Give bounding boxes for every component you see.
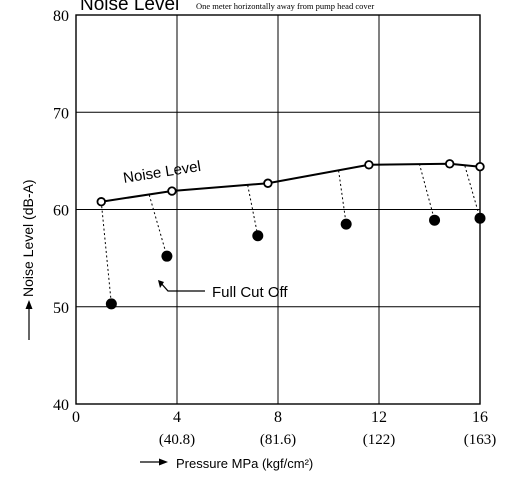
full-cut-off-annotation: Full Cut Off [212, 284, 288, 301]
plot-frame [75, 14, 481, 405]
noise-level-point [96, 197, 106, 207]
connector-line [418, 163, 436, 221]
series-layer [96, 159, 486, 310]
chart-subtitle: One meter horizontally away from pump he… [196, 1, 374, 11]
y-tick-label: 40 [53, 397, 69, 414]
grid-lines [76, 15, 480, 404]
x-tick-label: 16 [472, 409, 488, 426]
noise-level-annotation: Noise Level [122, 158, 202, 187]
y-tick-label: 80 [53, 8, 69, 25]
y-tick-label: 60 [53, 203, 69, 220]
x-tick-label: 12 [371, 409, 387, 426]
x-tick-sublabel: (40.8) [159, 432, 195, 448]
x-axis-title: Pressure MPa (kgf/cm²) [140, 456, 313, 471]
x-axis-label: Pressure MPa (kgf/cm²) [176, 456, 313, 471]
y-axis-label: Noise Level (dB-A) [20, 180, 36, 298]
x-tick-label: 0 [72, 409, 80, 426]
full-cut-off-point [429, 214, 441, 226]
y-axis-title: Noise Level (dB-A) [20, 180, 36, 340]
noise-level-point [364, 160, 374, 170]
full-cut-off-point [474, 212, 486, 224]
tick-labels: 40 50 60 70 80 0 4 (40.8) 8 (81.6) 12 (122) 16 (163) [53, 8, 496, 448]
connector-line [464, 165, 481, 219]
full-cut-off-arrow [158, 280, 205, 292]
noise-level-point [167, 186, 177, 196]
x-tick-label: 4 [173, 409, 181, 426]
x-tick-sublabel: (163) [464, 432, 497, 448]
noise-level-point [445, 159, 455, 169]
connector-lines [100, 163, 481, 304]
x-tick-label: 8 [274, 409, 282, 426]
connector-line [100, 201, 112, 304]
y-tick-label: 70 [53, 105, 69, 122]
connector-line [247, 185, 259, 236]
chart-title: Noise Level [80, 0, 179, 15]
full-cut-off-point [105, 298, 117, 310]
noise-level-line [101, 162, 481, 203]
x-tick-sublabel: (81.6) [260, 432, 296, 448]
noise-level-point [475, 162, 485, 172]
y-tick-label: 50 [53, 300, 69, 317]
noise-level-point [263, 178, 273, 188]
x-tick-sublabel: (122) [363, 432, 396, 448]
full-cut-off-point [340, 218, 352, 230]
connector-line [338, 170, 347, 225]
full-cut-off-point [161, 250, 173, 262]
full-cut-off-point [252, 230, 264, 242]
connector-line [148, 194, 168, 257]
